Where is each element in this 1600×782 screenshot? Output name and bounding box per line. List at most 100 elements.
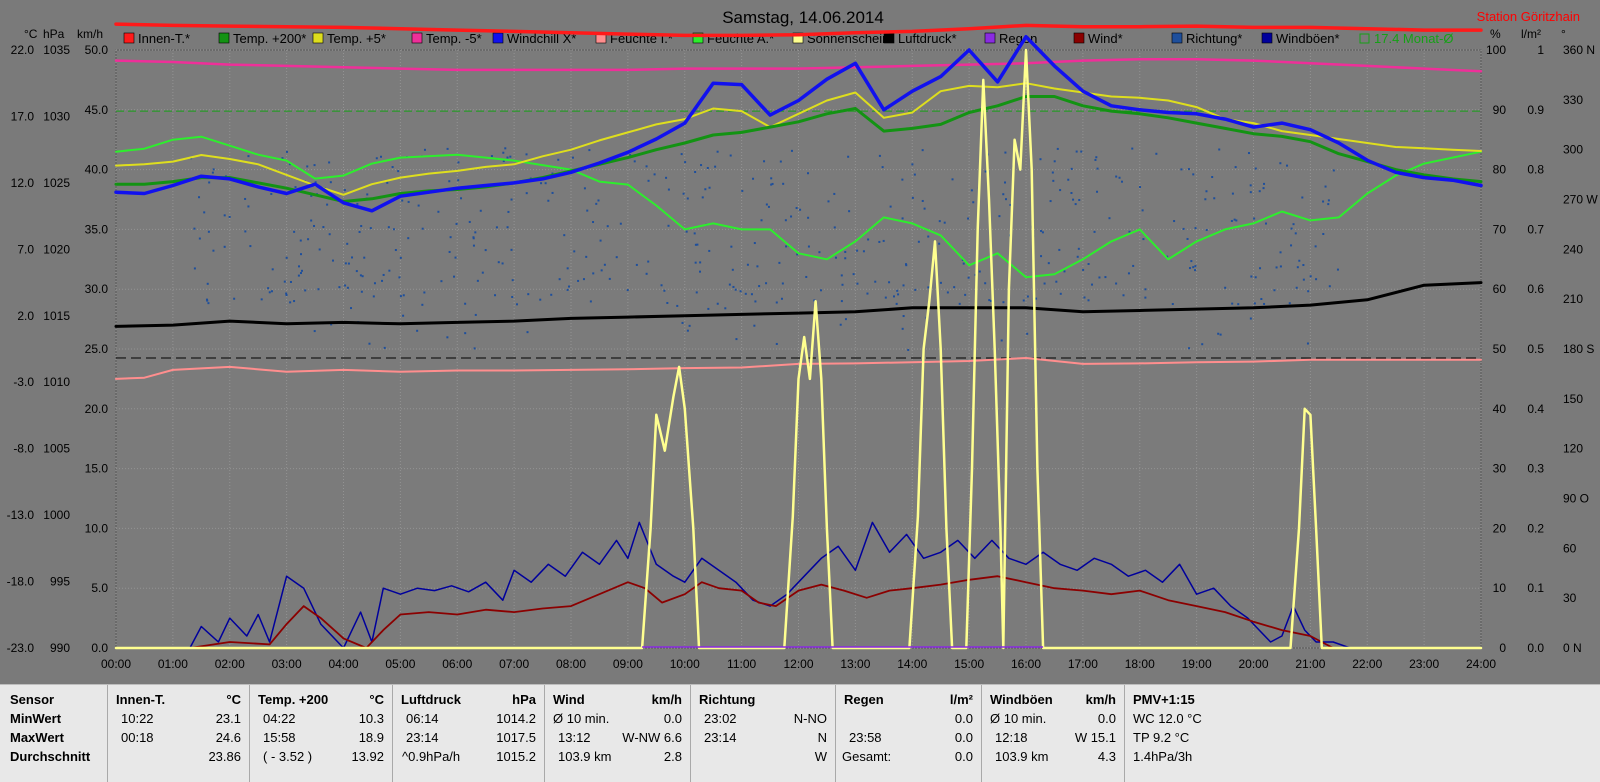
- direction-point: [449, 236, 452, 239]
- direction-point: [1188, 347, 1191, 350]
- direction-point: [695, 291, 698, 294]
- direction-point: [592, 272, 595, 275]
- direction-point: [770, 177, 773, 180]
- direction-point: [271, 268, 274, 271]
- legend-label: Richtung*: [1186, 31, 1242, 46]
- direction-point: [193, 267, 196, 270]
- direction-point: [1260, 297, 1263, 300]
- pmv-trend: 1.4hPa/3h: [1133, 749, 1193, 764]
- y-tick-label-hpa: 1000: [43, 508, 70, 522]
- y-tick-label-hpa: 1005: [43, 442, 70, 456]
- direction-point: [360, 290, 363, 293]
- direction-point: [988, 299, 991, 302]
- direction-point: [1022, 299, 1025, 302]
- direction-point: [285, 256, 288, 259]
- stats-col-temp200: Temp. +200 °C 04:22 10.3 15:58 18.9 ( - 3.5…: [249, 685, 393, 782]
- direction-point: [1096, 190, 1099, 193]
- col-unit: °C: [369, 692, 384, 707]
- direction-point: [1231, 302, 1234, 305]
- direction-point: [527, 293, 530, 296]
- station-label: Station Göritzhain: [1477, 9, 1580, 24]
- direction-point: [998, 215, 1001, 218]
- legend-label: Regen: [999, 31, 1037, 46]
- direction-point: [372, 295, 375, 298]
- direction-point: [1070, 192, 1073, 195]
- stats-col-wind: Wind km/h Ø 10 min. 0.0 13:12 W-NW 6.6 103.…: [544, 685, 691, 782]
- direction-point: [905, 263, 908, 266]
- direction-point: [746, 263, 749, 266]
- cell-value: 23.86: [208, 749, 241, 764]
- direction-point: [1182, 227, 1185, 230]
- direction-point: [476, 279, 479, 282]
- direction-point: [911, 163, 914, 166]
- cell-value: W-NW 6.6: [622, 730, 682, 745]
- direction-point: [1322, 232, 1325, 235]
- direction-point: [481, 271, 484, 274]
- direction-point: [351, 256, 354, 259]
- y-tick-label-kmh: 20.0: [85, 402, 109, 416]
- direction-point: [1217, 332, 1220, 335]
- direction-point: [1098, 276, 1101, 279]
- direction-point: [615, 256, 618, 259]
- direction-point: [417, 204, 420, 207]
- direction-point: [608, 277, 611, 280]
- y-tick-label-percent: 10: [1493, 581, 1507, 595]
- direction-point: [701, 196, 704, 199]
- direction-point: [938, 220, 941, 223]
- direction-point: [775, 301, 778, 304]
- direction-point: [1095, 156, 1098, 159]
- direction-point: [699, 270, 702, 273]
- direction-point: [795, 207, 798, 210]
- direction-point: [421, 227, 424, 230]
- y-tick-label-rain: 1: [1537, 43, 1544, 57]
- direction-point: [1047, 262, 1050, 265]
- direction-point: [1009, 203, 1012, 206]
- direction-point: [270, 192, 273, 195]
- direction-point: [833, 226, 836, 229]
- row-label-avg: Durchschnitt: [10, 749, 91, 764]
- direction-point: [694, 171, 697, 174]
- direction-point: [421, 303, 424, 306]
- row-label-min: MinWert: [10, 711, 62, 726]
- direction-point: [844, 257, 847, 260]
- direction-point: [970, 189, 973, 192]
- direction-point: [300, 253, 303, 256]
- weather-chart: Samstag, 14.06.2014 Station Göritzhain I…: [7, 8, 1599, 671]
- cell-value: 0.0: [954, 730, 973, 745]
- direction-point: [397, 170, 400, 173]
- direction-point: [223, 214, 226, 217]
- direction-point: [927, 286, 930, 289]
- direction-point: [260, 298, 263, 301]
- direction-point: [386, 181, 389, 184]
- direction-point: [206, 282, 209, 285]
- y-tick-label-direction: 0 N: [1563, 641, 1582, 655]
- direction-point: [507, 210, 510, 213]
- direction-point: [1004, 151, 1007, 154]
- direction-point: [784, 219, 787, 222]
- stats-table: Sensor MinWert MaxWert Durchschnitt Inne…: [0, 684, 1600, 782]
- direction-point: [1076, 255, 1079, 258]
- axis-unit-label: hPa: [43, 27, 65, 41]
- direction-point: [1026, 332, 1029, 335]
- direction-point: [1205, 190, 1208, 193]
- direction-point: [510, 198, 513, 201]
- direction-point: [684, 161, 687, 164]
- direction-point: [394, 249, 397, 252]
- cell-value: 23.1: [215, 711, 241, 726]
- direction-point: [799, 208, 802, 211]
- direction-point: [1000, 339, 1003, 342]
- chart-title: Samstag, 14.06.2014: [722, 8, 884, 27]
- direction-point: [270, 290, 273, 293]
- y-tick-label-direction: 60: [1563, 541, 1577, 555]
- direction-point: [778, 261, 781, 264]
- stats-col-windboeen: Windböen km/h Ø 10 min. 0.0 12:18 W 15.1 10…: [981, 685, 1125, 782]
- direction-point: [889, 205, 892, 208]
- direction-point: [1233, 218, 1236, 221]
- direction-point: [448, 250, 451, 253]
- direction-point: [1309, 275, 1312, 278]
- direction-point: [840, 300, 843, 303]
- direction-point: [1224, 286, 1227, 289]
- cell-time: ( - 3.52 ): [263, 749, 313, 764]
- cell-value: 1017.5: [496, 730, 536, 745]
- direction-point: [1004, 181, 1007, 184]
